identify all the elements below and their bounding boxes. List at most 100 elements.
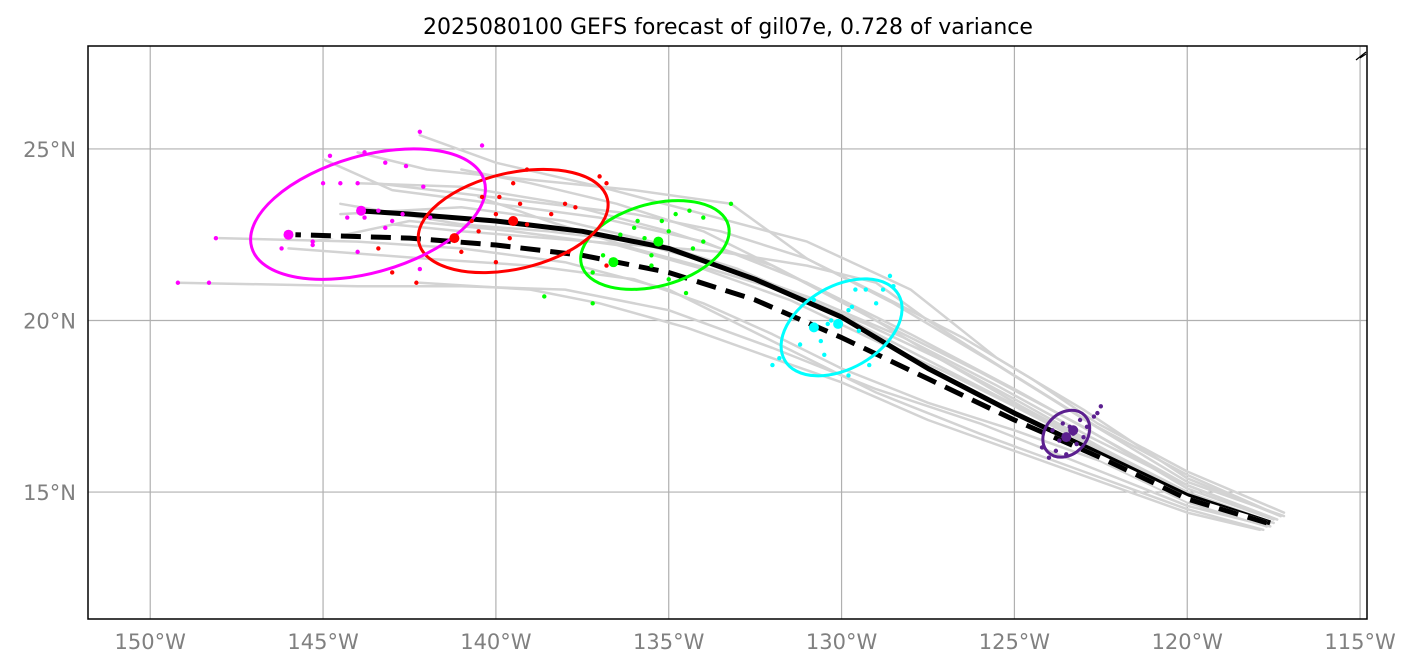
ensemble-position-point [389,270,395,275]
ensemble-position-point [562,201,568,207]
ensemble-position-point [1077,417,1083,423]
ensemble-position-point [687,208,692,213]
x-tick-label: 135°W [633,630,705,654]
ensemble-position-point [604,181,609,186]
ensemble-positions [175,129,1104,460]
ensemble-position-point [849,304,855,309]
x-tick-label: 140°W [460,630,532,654]
ensemble-position-point [690,246,696,251]
ensemble-position-point [829,318,834,323]
ensemble-position-point [573,205,578,210]
ensemble-position-point [355,249,360,255]
ensemble-position-point [469,218,474,224]
ensemble-position-point [362,150,367,155]
ensemble-position-point [310,242,315,248]
ensemble-position-point [631,225,637,231]
ensemble-position-point [701,239,706,244]
day-center-point [283,229,294,240]
ensemble-position-point [666,229,671,234]
ensemble-position-point [175,280,181,285]
plot-frame [87,45,1368,620]
ensemble-position-point [497,194,502,200]
ensemble-position-point [417,266,423,272]
mean-track-line [357,208,1271,526]
ensemble-position-point [1098,404,1104,409]
ensemble-position-point [597,174,602,179]
ensemble-position-point [649,253,654,258]
coastline-fragment [1355,51,1367,61]
ensemble-position-point [517,201,523,207]
ensemble-position-point [770,362,775,368]
ensemble-position-point [1084,424,1090,430]
chart-title: 2025080100 GEFS forecast of gil07e, 0.72… [423,15,1033,40]
ensemble-position-point [524,167,530,172]
ensemble-position-point [618,232,623,237]
spread-ellipse [416,167,610,275]
ensemble-position-point [887,273,893,279]
ensemble-position-point [428,215,433,220]
ensemble-position-point [1050,428,1055,433]
ensemble-position-point [811,297,817,303]
ensemble-position-point [642,235,647,241]
ensemble-position-point [873,301,879,306]
ensemble-position-point [777,356,782,361]
ensemble-position-point [856,328,862,333]
ensemble-position-point [362,215,367,220]
ensemble-track-line [390,223,1282,518]
ensemble-position-point [507,235,512,241]
ensemble-position-point [400,211,405,217]
x-tick-label: 125°W [979,630,1051,654]
ensemble-position-point [476,229,481,234]
ensemble-position-point [1060,421,1066,426]
axis-ticks: 150°W 145°W 140°W 135°W 130°W 125°W 120°W 115°W… [23,138,1396,654]
ensemble-position-point [213,235,219,241]
ensemble-position-point [421,184,426,189]
ensemble-position-point [600,253,606,258]
ensemble-position-point [479,194,485,200]
ensemble-position-point [891,283,896,289]
ensemble-position-point [822,352,827,358]
day-center-point [808,322,819,333]
ensemble-position-point [853,287,858,292]
day-center-point [1068,425,1079,436]
ensemble-position-point [818,338,824,344]
ensemble-position-point [846,373,851,378]
spread-ellipse [249,147,487,281]
ensemble-track-line [287,247,1269,528]
ensemble-position-point [1064,452,1069,457]
main-tracks [295,208,1271,526]
ensemble-position-point [383,225,388,231]
dashed-track-line [295,232,1268,526]
ensemble-track-line [339,202,1279,521]
day-center-point [508,215,519,226]
ensemble-position-point [1081,434,1086,440]
ensemble-track-line [460,168,1272,525]
spread-ellipse [579,199,731,291]
day-center-point [356,205,367,216]
ensemble-position-point [1057,438,1062,443]
ensemble-position-point [880,287,886,292]
x-tick-label: 145°W [287,630,359,654]
ensemble-position-point [635,218,640,224]
day-center-point [449,233,460,244]
ensemble-position-point [590,270,595,275]
spread-ellipse [779,277,904,378]
ensemble-position-point [279,246,284,251]
ensemble-position-point [659,218,665,224]
ensemble-position-point [376,246,381,251]
ensemble-position-point [604,263,609,268]
ensemble-position-point [320,181,326,186]
ensemble-track-line [418,281,1262,532]
ensemble-position-point [383,160,388,165]
ensemble-position-point [338,181,343,186]
ensemble-position-point [797,342,803,347]
ensemble-position-point [1095,410,1100,416]
ensemble-position-point [673,211,678,217]
spread-ellipse [1041,408,1092,459]
ensemble-position-point [1074,441,1079,447]
x-tick-label: 115°W [1324,630,1396,654]
ensemble-tracks [176,133,1286,532]
ensemble-position-point [1053,448,1059,454]
day-center-point [653,236,664,247]
y-tick-label: 15°N [23,481,76,505]
